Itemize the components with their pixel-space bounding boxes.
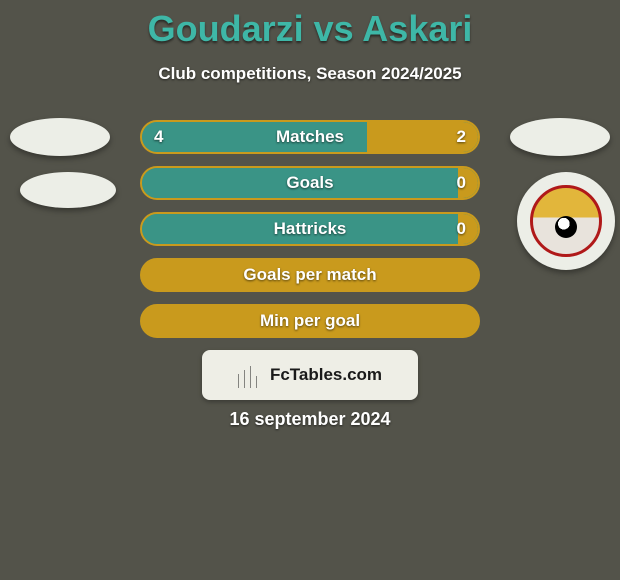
club-badge	[517, 172, 615, 270]
bar-label: Matches	[142, 122, 478, 152]
bar-hattricks: Hattricks 0	[140, 212, 480, 246]
bar-matches: 4 Matches 2	[140, 120, 480, 154]
bar-label: Goals per match	[142, 260, 478, 290]
bar-right-value: 2	[457, 122, 466, 152]
page-title: Goudarzi vs Askari	[0, 0, 620, 50]
bar-label: Hattricks	[142, 214, 478, 244]
bar-right-value: 0	[457, 214, 466, 244]
footer-brand-text: FcTables.com	[270, 365, 382, 385]
bar-label: Goals	[142, 168, 478, 198]
bar-min-per-goal: Min per goal	[140, 304, 480, 338]
date-label: 16 september 2024	[0, 409, 620, 430]
player-left-avatar-2	[20, 172, 116, 208]
bar-right-value: 0	[457, 168, 466, 198]
bar-goals-per-match: Goals per match	[140, 258, 480, 292]
subtitle: Club competitions, Season 2024/2025	[0, 64, 620, 84]
comparison-bars: 4 Matches 2 Goals 0 Hattricks 0 Goals pe…	[140, 120, 480, 350]
bar-label: Min per goal	[142, 306, 478, 336]
club-badge-inner	[530, 185, 602, 257]
player-left-avatar-1	[10, 118, 110, 156]
footer-brand-badge[interactable]: FcTables.com	[202, 350, 418, 400]
bar-goals: Goals 0	[140, 166, 480, 200]
chart-icon	[238, 362, 264, 388]
player-right-avatar-1	[510, 118, 610, 156]
